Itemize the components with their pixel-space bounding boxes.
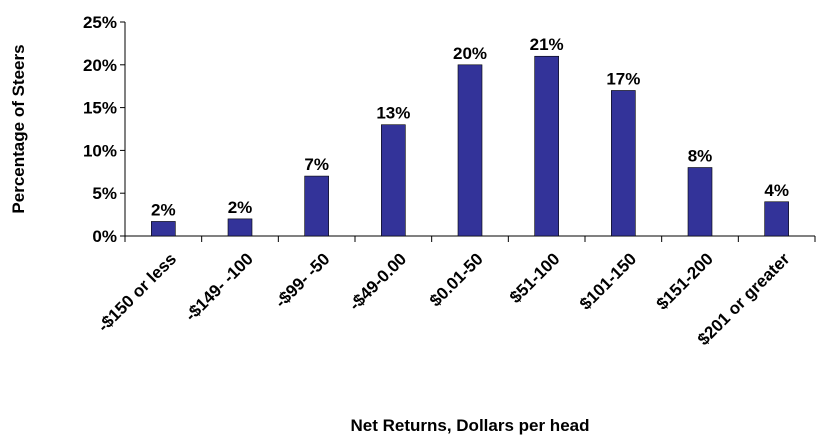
bar: [611, 90, 636, 237]
value-label: 4%: [764, 181, 789, 200]
y-tick-label: 10%: [83, 141, 117, 160]
value-label: 2%: [151, 200, 176, 219]
y-tick-label: 5%: [92, 184, 117, 203]
x-tick-label: -$149- -100: [181, 249, 257, 325]
bar: [304, 175, 329, 237]
bar: [381, 124, 406, 237]
bar: [764, 201, 789, 237]
x-tick-label: -$150 or less: [94, 249, 180, 335]
y-tick-label: 20%: [83, 56, 117, 75]
y-tick-label: 0%: [92, 227, 117, 246]
x-axis-title: Net Returns, Dollars per head: [350, 416, 589, 435]
value-label: 7%: [304, 155, 329, 174]
x-tick-label: -$99- -50: [271, 249, 333, 311]
y-tick-label: 15%: [83, 99, 117, 118]
value-label: 21%: [530, 35, 564, 54]
x-tick-label: $101-150: [576, 249, 640, 313]
x-tick-label: -$49-0.00: [345, 249, 410, 314]
bar: [687, 167, 713, 237]
value-label: 2%: [228, 198, 253, 217]
value-label: 8%: [688, 147, 713, 166]
bar: [457, 64, 483, 237]
bar: [227, 218, 253, 237]
y-axis-title: Percentage of Steers: [9, 44, 28, 213]
x-tick-label: $0.01-50: [426, 249, 487, 310]
value-label: 20%: [453, 44, 487, 63]
x-tick-label: $151-200: [653, 249, 717, 313]
value-label: 17%: [606, 69, 640, 88]
x-tick-label: $51-100: [506, 249, 564, 307]
bar: [151, 221, 176, 237]
y-tick-label: 25%: [83, 13, 117, 32]
value-label: 13%: [376, 104, 410, 123]
bar: [534, 55, 559, 237]
